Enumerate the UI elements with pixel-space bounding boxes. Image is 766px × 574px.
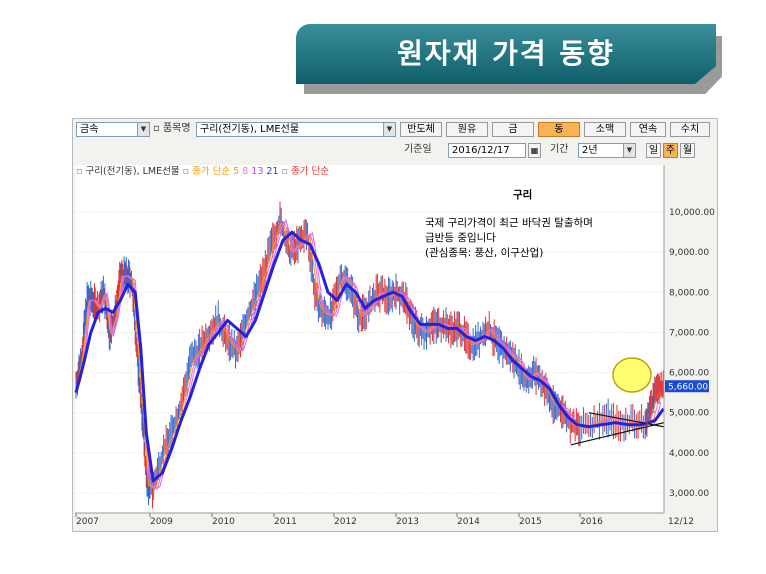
chart-area — [75, 165, 664, 513]
annotation-marks: 5,660.00 — [570, 357, 709, 446]
legend-marker: ▫ — [76, 166, 83, 177]
y-tick-label: 6,000.00 — [669, 369, 709, 379]
x-tick-label: 2013 — [396, 517, 419, 527]
y-tick-label: 4,000.00 — [669, 449, 709, 459]
x-tick-label: 2014 — [457, 517, 480, 527]
annotation-title: 구리 — [513, 188, 532, 201]
legend-series-name: 구리(전기동), LME선물 — [85, 166, 180, 177]
x-axis: 2007 2009 2010 2011 2012 2013 2014 2015 2016 12/1… — [75, 512, 694, 527]
item-value: 구리(전기동), LME선물 — [200, 124, 300, 135]
calendar-icon[interactable]: ▦ — [528, 143, 541, 158]
current-value-label: 5,660.00 — [668, 383, 708, 393]
series-lines — [74, 218, 665, 490]
item-label: ▫ 품목명 — [153, 123, 191, 134]
highlight-circle — [612, 357, 652, 393]
annotation-line2: 급반등 중입니다 — [425, 231, 496, 244]
y-tick-label: 8,000.00 — [669, 288, 709, 298]
chevron-down-icon: ▼ — [137, 123, 149, 136]
category-select[interactable]: 금속 ▼ — [76, 122, 150, 137]
chevron-down-icon: ▼ — [623, 144, 635, 157]
legend-ma13: 13 — [251, 166, 264, 177]
y-tick-label: 5,000.00 — [669, 409, 709, 419]
btn-semiconductor[interactable]: 반도체 — [400, 122, 442, 137]
period-value: 2년 — [582, 145, 598, 156]
annotation-line3: (관심종목: 풍산, 이구산업) — [425, 246, 543, 259]
legend: ▫ 구리(전기동), LME선물 ▫ 종가 단순 5 8 13 21 ▫ 종가 … — [76, 165, 329, 179]
y-tick-label: 3,000.00 — [669, 489, 709, 499]
category-value: 금속 — [80, 124, 99, 135]
btn-gold[interactable]: 금 — [492, 122, 534, 137]
x-tick-label: 2015 — [519, 517, 542, 527]
legend-marker: ▫ — [281, 166, 288, 177]
item-select[interactable]: 구리(전기동), LME선물 ▼ — [196, 122, 396, 137]
trend-line — [588, 412, 664, 428]
x-axis-band — [75, 513, 664, 527]
slide-title: 원자재 가격 동향 — [397, 37, 615, 70]
x-tick-label: 12/12 — [668, 517, 694, 527]
y-tick-label: 10,000.00 — [669, 208, 715, 218]
y-tick-label: 7,000.00 — [669, 328, 709, 338]
chevron-down-icon: ▼ — [383, 123, 395, 136]
btn-continuous[interactable]: 연속 — [630, 122, 666, 137]
y-axis: 10,000.00 9,000.00 8,000.00 7,000.00 6,000.0… — [663, 165, 715, 513]
legend-ma8: 8 — [242, 166, 249, 177]
btn-copper[interactable]: 동 — [538, 122, 580, 137]
ma21-line — [74, 230, 665, 483]
period-label: 기간 — [550, 144, 569, 155]
btn-values[interactable]: 수치 — [670, 122, 710, 137]
btn-crude-oil[interactable]: 원유 — [446, 122, 488, 137]
current-value-tag — [665, 380, 709, 393]
btn-wheat[interactable]: 소맥 — [584, 122, 626, 137]
x-tick-label: 2016 — [580, 517, 603, 527]
x-tick-label: 2009 — [150, 517, 173, 527]
legend-ma21: 21 — [266, 166, 279, 177]
legend-marker: ▫ — [182, 166, 190, 177]
btn-daily[interactable]: 일 — [646, 143, 661, 158]
btn-monthly[interactable]: 월 — [680, 143, 695, 158]
date-input[interactable]: 2016/12/17 — [448, 143, 526, 158]
annotation-line1: 국제 구리가격이 최근 바닥권 탈출하며 — [425, 216, 593, 229]
date-label: 기준일 — [404, 144, 432, 155]
legend-ma5: 5 — [233, 166, 240, 177]
y-tick-label: 9,000.00 — [669, 248, 709, 258]
x-tick-label: 2010 — [212, 517, 235, 527]
x-tick-label: 2012 — [334, 517, 357, 527]
x-tick-label: 2007 — [76, 517, 99, 527]
x-tick-label: 2011 — [274, 517, 297, 527]
legend-ma2-label: 종가 단순 — [291, 166, 330, 177]
ma-line-1 — [76, 222, 662, 490]
legend-ma-label: 종가 단순 — [192, 166, 231, 177]
title-banner — [296, 24, 716, 84]
btn-weekly[interactable]: 주 — [663, 143, 678, 158]
period-select[interactable]: 2년 ▼ — [578, 143, 636, 158]
